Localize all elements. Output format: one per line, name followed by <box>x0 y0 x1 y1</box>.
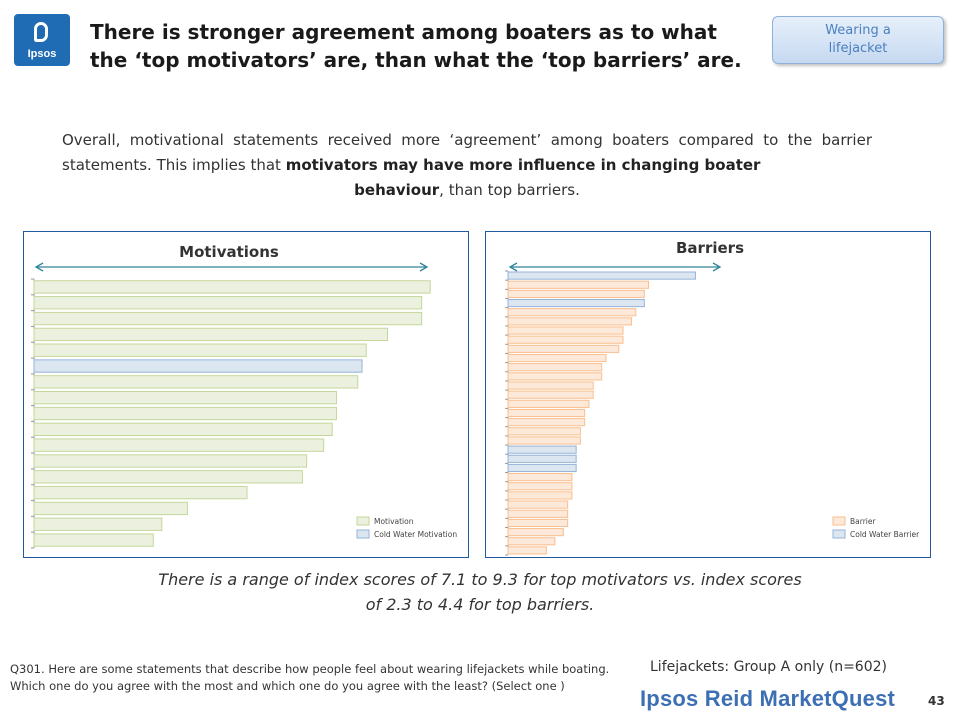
bar <box>507 326 624 335</box>
bar <box>507 436 581 445</box>
bar <box>33 501 188 516</box>
logo-text: Ipsos <box>27 48 57 60</box>
intro-line-last: behaviour, than top barriers. <box>62 178 872 203</box>
bar <box>33 311 423 326</box>
range-arrow-left-head <box>34 262 44 272</box>
legend-swatch <box>356 529 370 539</box>
bar <box>507 518 569 528</box>
barriers-chart-panel: Barriers Barrier Cold Water Barrier <box>485 231 931 558</box>
intro-paragraph: Overall, motivational statements receive… <box>62 128 872 203</box>
bar <box>507 528 564 537</box>
bar <box>507 353 607 363</box>
intro-text-1: Overall, motivational statements receive… <box>62 131 872 174</box>
bar <box>507 454 577 463</box>
bar <box>507 335 624 344</box>
legend-swatch <box>356 516 370 526</box>
bar <box>33 359 363 373</box>
bar <box>507 372 603 381</box>
bar <box>507 289 645 298</box>
bar <box>507 381 594 390</box>
bar <box>507 298 645 308</box>
question-footnote: Q301. Here are some statements that desc… <box>10 662 610 693</box>
bar <box>507 537 556 546</box>
sample-note: Lifejackets: Group A only (n=602) <box>650 659 887 675</box>
bar <box>507 445 577 454</box>
bar <box>507 390 594 399</box>
bar <box>33 280 431 294</box>
bar <box>33 296 423 310</box>
bar <box>507 473 573 482</box>
bar <box>507 308 637 317</box>
bar <box>507 509 569 518</box>
logo-mark-icon <box>34 22 48 42</box>
intro-bold-2: behaviour <box>354 181 440 199</box>
bar <box>33 327 389 342</box>
bar <box>33 406 337 421</box>
range-arrow-right-head <box>712 262 722 272</box>
motivations-chart-panel: Motivations Motivation Cold Water Motivati… <box>23 231 469 558</box>
legend-swatch <box>832 529 846 539</box>
brand-wordmark: Ipsos Reid MarketQuest <box>640 686 896 711</box>
legend-label: Barrier <box>850 517 876 526</box>
bar <box>33 375 359 389</box>
summary-text: There is a range of index scores of 7.1 … <box>158 570 802 614</box>
intro-text-2: , than top barriers. <box>439 181 580 199</box>
bar <box>507 317 633 326</box>
intro-bold-1: motivators may have more influence in ch… <box>285 156 761 174</box>
page-number: 43 <box>928 694 945 708</box>
bar <box>507 463 577 473</box>
bar <box>33 485 248 500</box>
bar <box>33 533 154 547</box>
motivations-chart: Motivations Motivation Cold Water Motivati… <box>31 243 457 549</box>
barriers-chart: Barriers Barrier Cold Water Barrier <box>505 239 920 556</box>
bar <box>507 344 620 353</box>
bar <box>507 363 603 372</box>
range-arrow-right-head <box>419 262 429 272</box>
legend-swatch <box>832 516 846 526</box>
bar <box>507 500 569 509</box>
bar <box>507 271 696 280</box>
bar <box>33 438 325 452</box>
chart-title: Motivations <box>179 243 279 261</box>
topic-tag: Wearing a lifejacket <box>772 16 944 64</box>
bar <box>33 343 367 357</box>
bar <box>507 482 573 491</box>
bar <box>507 427 581 436</box>
range-arrow-left-head <box>508 262 518 272</box>
bar <box>33 470 303 484</box>
ipsos-logo: Ipsos <box>14 14 70 66</box>
chart-title: Barriers <box>676 239 744 257</box>
legend-label: Motivation <box>374 517 414 526</box>
slide-title: There is stronger agreement among boater… <box>90 20 742 72</box>
bar <box>507 280 650 289</box>
bar <box>33 454 308 468</box>
bar <box>507 408 586 418</box>
bar <box>33 517 163 531</box>
legend-label: Cold Water Barrier <box>850 530 920 539</box>
legend-label: Cold Water Motivation <box>374 530 457 539</box>
bar <box>507 491 573 500</box>
bar <box>507 546 547 555</box>
bar <box>507 399 590 408</box>
bar <box>33 391 337 405</box>
bar <box>33 422 333 436</box>
bar <box>507 418 586 427</box>
